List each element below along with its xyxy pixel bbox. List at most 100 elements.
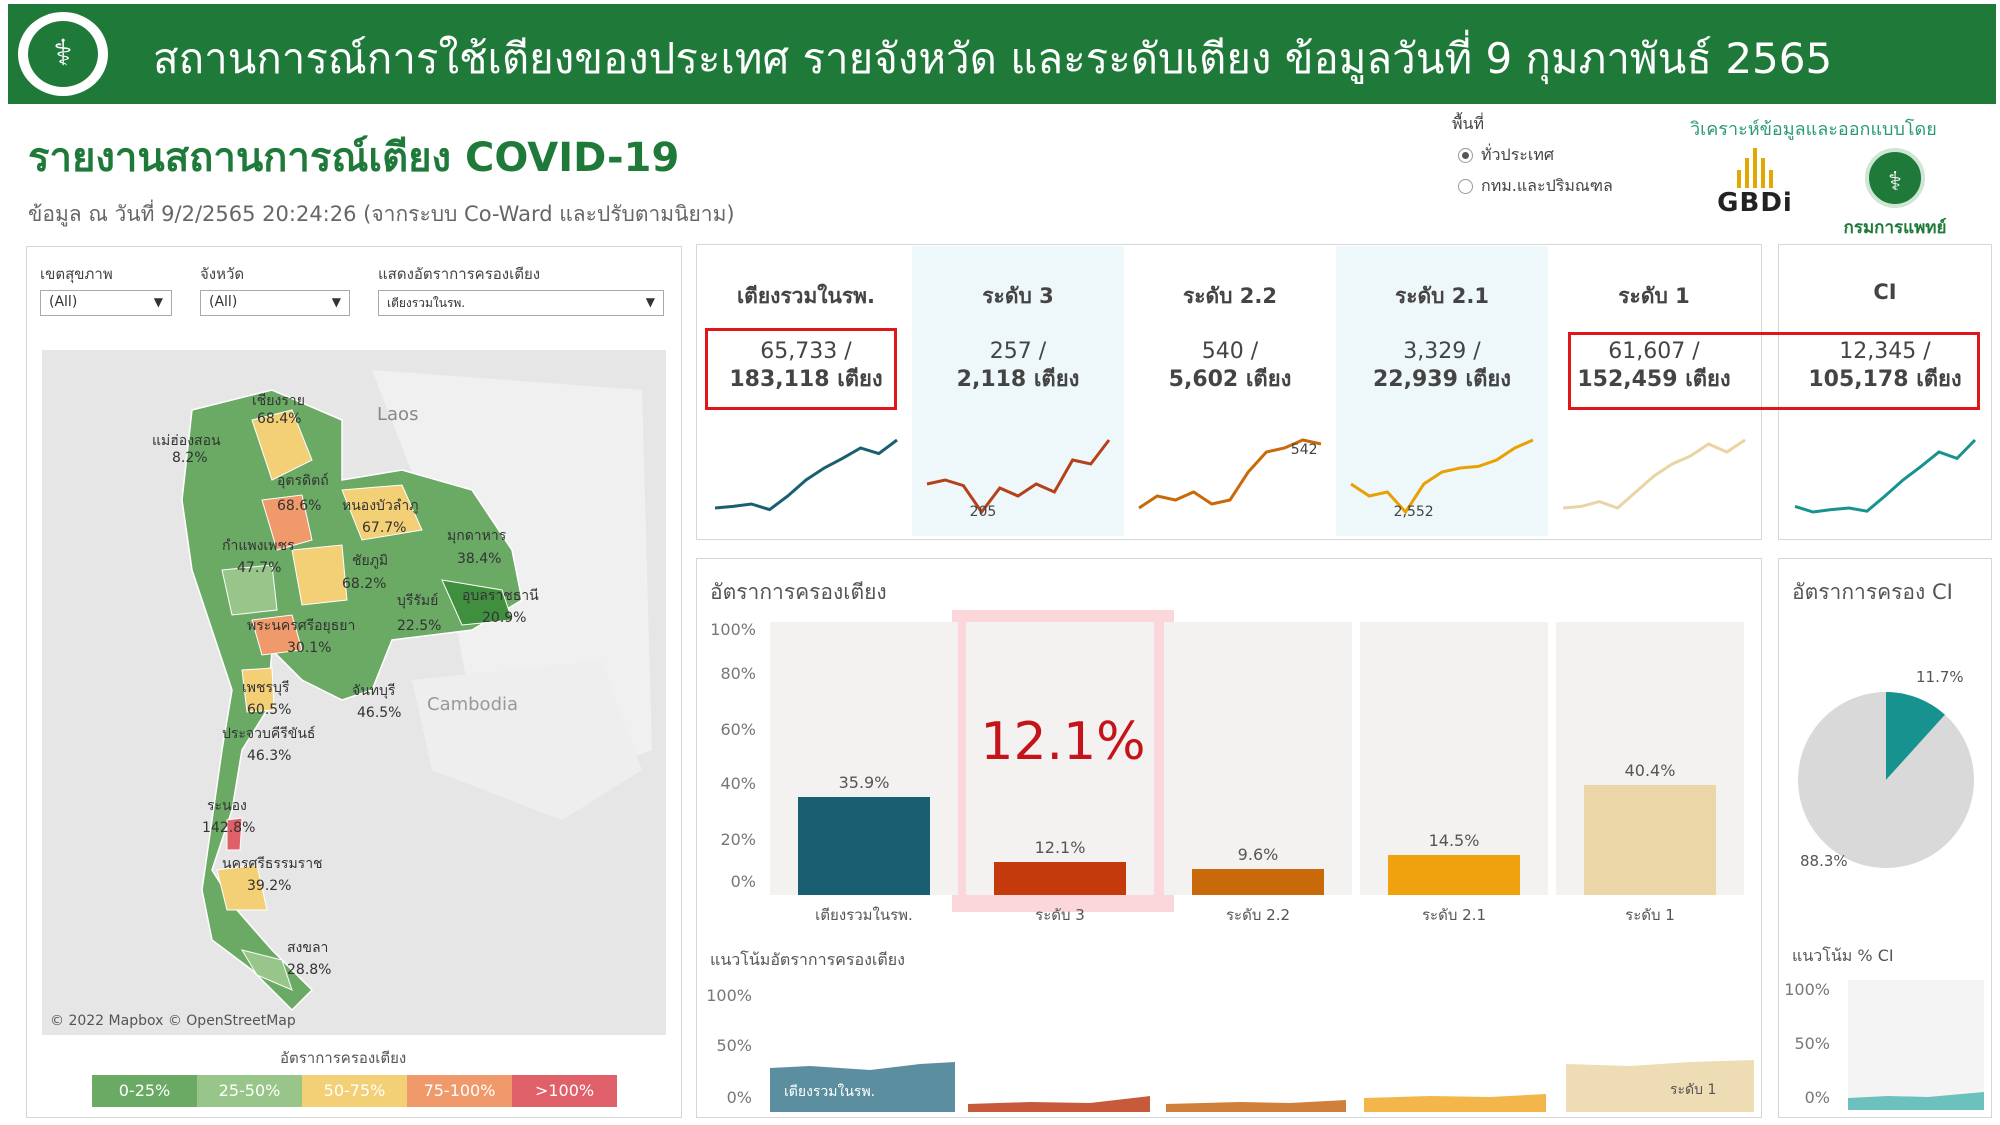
- kpi-used: 257 /: [989, 339, 1047, 364]
- radio-selected-icon[interactable]: [1458, 148, 1473, 163]
- kpi-sparkline: [1562, 438, 1746, 510]
- map-label-pct: 8.2%: [172, 450, 208, 466]
- ci-trend-strip: [1848, 980, 1984, 1110]
- bar-category-label: เตียงรวมในรพ.: [815, 906, 913, 924]
- area-filter-label: พื้นที่: [1452, 114, 1485, 133]
- occupancy-title: อัตราการครองเตียง: [710, 580, 887, 604]
- map-label-pct: 68.6%: [277, 498, 321, 514]
- map-label-province: สงขลา: [287, 940, 328, 956]
- trend-axis-tick: 50%: [716, 1036, 752, 1055]
- area-option-label: กทม.และปริมณฑล: [1481, 176, 1613, 195]
- kpi-level-2-1[interactable]: ระดับ 2.1 3,329 / 22,939 เตียง 2,552: [1336, 246, 1548, 536]
- trend-area-level-2-2: [1166, 1100, 1346, 1112]
- trend-area-level-3: [968, 1096, 1150, 1112]
- map-label-pct: 60.5%: [247, 702, 291, 718]
- ci-title: อัตราการครอง CI: [1792, 580, 1953, 604]
- kpi-total: 22,939 เตียง: [1373, 367, 1511, 392]
- kpi-total: 183,118 เตียง: [729, 367, 883, 392]
- map-legend: 0-25% 25-50% 50-75% 75-100% >100%: [92, 1075, 617, 1107]
- kpi-sparkline: 2,552: [1350, 438, 1534, 520]
- kpi-sparkline: 542: [1138, 438, 1322, 510]
- sparkline-label: 2,552: [1394, 504, 1434, 520]
- ci-trend-axis-tick: 0%: [1804, 1088, 1830, 1107]
- kpi-total-beds[interactable]: เตียงรวมในรพ. 65,733 / 183,118 เตียง: [700, 246, 912, 536]
- map-label-province: ชัยภูมิ: [352, 553, 388, 569]
- radio-unselected-icon[interactable]: [1458, 179, 1473, 194]
- gbdi-logo: GBDi: [1690, 148, 1820, 218]
- sparkline-line: [1350, 438, 1534, 515]
- ci-trend-axis-tick: 50%: [1794, 1034, 1830, 1053]
- occupancy-trend-title: แนวโน้มอัตราการครองเตียง: [710, 950, 905, 969]
- map-label-province: บุรีรัมย์: [397, 592, 438, 609]
- province-dropdown[interactable]: (All) ▼: [200, 290, 350, 316]
- map-label-province: กำแพงเพชร: [222, 538, 295, 554]
- occupancy-display-dropdown[interactable]: เตียงรวมในรพ. ▼: [378, 290, 664, 316]
- map-label-pct: 20.9%: [482, 610, 526, 626]
- dms-logo: ⚕ กรมการแพทย์: [1830, 148, 1960, 241]
- map-label-province: อุบลราชธานี: [462, 588, 539, 604]
- legend-title: อัตราการครองเตียง: [280, 1049, 407, 1067]
- bar-category-label: ระดับ 2.1: [1422, 906, 1486, 924]
- filter-province: จังหวัด (All) ▼: [200, 262, 350, 316]
- bar-4[interactable]: [1584, 784, 1716, 895]
- axis-tick: 0%: [730, 872, 756, 891]
- ci-trend-axis-tick: 100%: [1784, 980, 1830, 999]
- kpi-name: ระดับ 2.2: [1182, 284, 1278, 308]
- map-label-pct: 46.3%: [247, 748, 291, 764]
- axis-tick: 40%: [720, 774, 756, 793]
- ci-pie-chart: 11.7% 88.3%: [1798, 668, 1974, 870]
- thailand-map-svg: Laos Cambodia เชียงราย 68.4% แม่ฮ่องสอน …: [42, 350, 666, 1035]
- pie-slice-1[interactable]: [1798, 692, 1974, 868]
- bar-value-label: 40.4%: [1624, 760, 1676, 780]
- bar-1[interactable]: [994, 861, 1126, 895]
- kpi-name: CI: [1873, 280, 1897, 304]
- kpi-level-2-2[interactable]: ระดับ 2.2 540 / 5,602 เตียง 542: [1124, 246, 1336, 536]
- map-label-pct: 38.4%: [457, 551, 501, 567]
- bar-0[interactable]: [798, 796, 930, 895]
- kpi-level-1[interactable]: ระดับ 1 61,607 / 152,459 เตียง: [1548, 246, 1760, 536]
- filter-label: จังหวัด: [200, 265, 245, 283]
- kpi-used: 3,329 /: [1403, 339, 1481, 364]
- filter-health-region: เขตสุขภาพ (All) ▼: [40, 262, 172, 316]
- kpi-ci[interactable]: CI 12,345 / 105,178 เตียง: [1780, 246, 1990, 536]
- bar-background: [966, 622, 1154, 895]
- map-label-pct: 142.8%: [202, 820, 255, 836]
- map-label-pct: 46.5%: [357, 705, 401, 721]
- province-map[interactable]: Laos Cambodia เชียงราย 68.4% แม่ฮ่องสอน …: [42, 350, 666, 1035]
- area-option-bangkok[interactable]: กทม.และปริมณฑล: [1458, 174, 1613, 199]
- area-option-nationwide[interactable]: ทั่วประเทศ: [1458, 143, 1613, 168]
- kpi-total: 2,118 เตียง: [956, 367, 1080, 392]
- map-label-pct: 68.4%: [257, 411, 301, 427]
- kpi-sparkline: [714, 438, 898, 512]
- sparkline-label: 205: [970, 504, 997, 520]
- map-label-province: เชียงราย: [252, 393, 305, 409]
- bar-2[interactable]: [1192, 868, 1324, 895]
- kpi-name: ระดับ 1: [1618, 284, 1690, 308]
- caduceus-icon: ⚕: [28, 21, 98, 87]
- pie-label-used: 11.7%: [1916, 668, 1964, 686]
- gbdi-bars-icon: [1690, 148, 1820, 188]
- map-label-province: จันทบุรี: [352, 683, 396, 699]
- kpi-value: 61,607 / 152,459 เตียง: [1548, 338, 1760, 394]
- caret-down-icon: ▼: [645, 295, 655, 309]
- bar-3[interactable]: [1388, 855, 1520, 895]
- map-label-pct: 22.5%: [397, 618, 441, 634]
- filter-label: เขตสุขภาพ: [40, 265, 113, 283]
- report-subtitle: ข้อมูล ณ วันที่ 9/2/2565 20:24:26 (จากระ…: [28, 202, 735, 226]
- kpi-level-3[interactable]: ระดับ 3 257 / 2,118 เตียง 205: [912, 246, 1124, 536]
- kpi-sparkline: 205: [926, 439, 1111, 520]
- highlight-box-total: [705, 328, 897, 410]
- ci-trend-area: [1848, 1092, 1984, 1110]
- sparkline-line: [714, 438, 898, 512]
- map-label-province: แม่ฮ่องสอน: [152, 433, 221, 449]
- map-label-province: เพชรบุรี: [242, 680, 290, 696]
- map-credit[interactable]: © 2022 Mapbox © OpenStreetMap: [50, 1013, 296, 1029]
- legend-item-0-25: 0-25%: [92, 1075, 197, 1107]
- bar-value-label: 12.1%: [1034, 837, 1086, 857]
- map-label-province: อุตรดิตถ์: [277, 472, 329, 489]
- health-region-dropdown[interactable]: (All) ▼: [40, 290, 172, 316]
- pie-slice-0[interactable]: [1886, 692, 1946, 780]
- kpi-value: 12,345 / 105,178 เตียง: [1780, 338, 1990, 394]
- kpi-panel: [696, 244, 1762, 540]
- banner-title: สถานการณ์การใช้เตียงของประเทศ รายจังหวัด…: [153, 34, 1833, 83]
